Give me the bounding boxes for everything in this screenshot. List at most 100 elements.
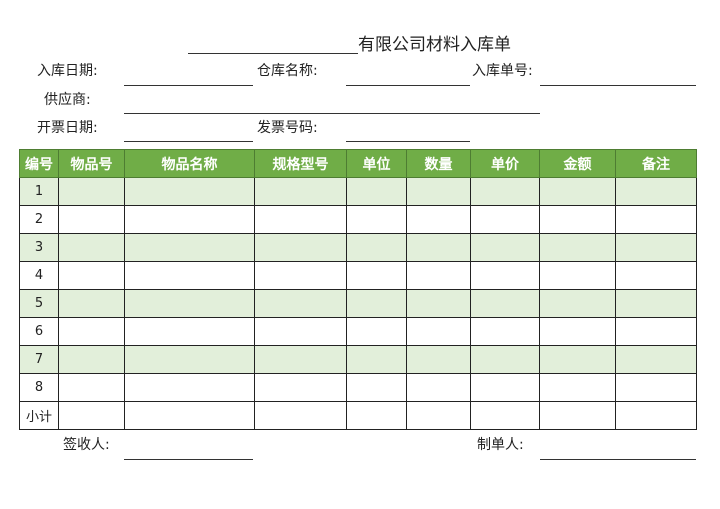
table-cell[interactable] — [406, 261, 471, 290]
entry-no-label: 入库单号: — [472, 63, 533, 79]
table-cell[interactable] — [254, 345, 347, 374]
entry-no-field[interactable] — [540, 85, 696, 86]
table-cell[interactable] — [615, 261, 697, 290]
row-number: 6 — [19, 317, 59, 346]
table-cell[interactable] — [406, 345, 471, 374]
table-cell[interactable] — [406, 233, 471, 262]
table-cell[interactable] — [615, 205, 697, 234]
table-cell[interactable] — [346, 289, 407, 318]
table-cell[interactable] — [539, 177, 616, 206]
column-header: 数量 — [406, 149, 471, 178]
row-number: 3 — [19, 233, 59, 262]
table-cell[interactable] — [470, 317, 540, 346]
entry-date-field[interactable] — [124, 85, 253, 86]
table-cell[interactable] — [124, 373, 255, 402]
table-row: 8 — [19, 373, 697, 402]
supplier-field[interactable] — [124, 113, 540, 114]
table-cell[interactable] — [254, 401, 347, 430]
table-cell[interactable] — [124, 401, 255, 430]
invoice-no-field[interactable] — [346, 141, 470, 142]
receiver-field[interactable] — [124, 459, 253, 460]
table-cell[interactable] — [406, 317, 471, 346]
column-header: 备注 — [615, 149, 697, 178]
table-cell[interactable] — [406, 289, 471, 318]
table-cell[interactable] — [346, 317, 407, 346]
table-cell[interactable] — [406, 373, 471, 402]
table-cell[interactable] — [539, 233, 616, 262]
warehouse-label: 仓库名称: — [257, 63, 318, 79]
table-cell[interactable] — [124, 289, 255, 318]
table-cell[interactable] — [346, 373, 407, 402]
table-cell[interactable] — [254, 233, 347, 262]
table-cell[interactable] — [124, 345, 255, 374]
table-row: 2 — [19, 205, 697, 234]
table-cell[interactable] — [470, 205, 540, 234]
table-cell[interactable] — [124, 317, 255, 346]
table-cell[interactable] — [539, 205, 616, 234]
row-number: 2 — [19, 205, 59, 234]
table-cell[interactable] — [124, 205, 255, 234]
table-cell[interactable] — [58, 289, 125, 318]
table-cell[interactable] — [539, 261, 616, 290]
table-cell[interactable] — [254, 289, 347, 318]
table-cell[interactable] — [124, 233, 255, 262]
table-cell[interactable] — [254, 373, 347, 402]
table-cell[interactable] — [58, 401, 125, 430]
company-name-line[interactable] — [188, 53, 358, 54]
table-cell[interactable] — [615, 373, 697, 402]
table-cell[interactable] — [346, 401, 407, 430]
supplier-label: 供应商: — [44, 92, 91, 108]
table-cell[interactable] — [254, 205, 347, 234]
table-cell[interactable] — [470, 373, 540, 402]
table-cell[interactable] — [346, 345, 407, 374]
table-cell[interactable] — [124, 177, 255, 206]
items-table: 编号 物品号 物品名称 规格型号 单位 数量 单价 金额 备注 1 2 3 4 5 6 7 8 小计 — [19, 149, 697, 430]
row-number: 8 — [19, 373, 59, 402]
table-row: 4 — [19, 261, 697, 290]
table-cell[interactable] — [254, 177, 347, 206]
row-number: 5 — [19, 289, 59, 318]
table-cell[interactable] — [615, 317, 697, 346]
table-cell[interactable] — [58, 261, 125, 290]
table-cell[interactable] — [539, 373, 616, 402]
table-cell[interactable] — [470, 345, 540, 374]
table-cell[interactable] — [406, 205, 471, 234]
table-cell[interactable] — [406, 401, 471, 430]
table-cell[interactable] — [58, 345, 125, 374]
invoice-no-label: 发票号码: — [257, 120, 318, 136]
table-cell[interactable] — [346, 177, 407, 206]
table-cell[interactable] — [470, 177, 540, 206]
table-cell[interactable] — [346, 233, 407, 262]
table-cell[interactable] — [58, 233, 125, 262]
table-cell[interactable] — [615, 233, 697, 262]
table-cell[interactable] — [470, 261, 540, 290]
table-cell[interactable] — [346, 205, 407, 234]
warehouse-field[interactable] — [346, 85, 470, 86]
table-cell[interactable] — [615, 177, 697, 206]
table-cell[interactable] — [470, 401, 540, 430]
table-cell[interactable] — [539, 345, 616, 374]
table-cell[interactable] — [254, 317, 347, 346]
table-cell[interactable] — [539, 317, 616, 346]
table-cell[interactable] — [470, 289, 540, 318]
table-row: 3 — [19, 233, 697, 262]
column-header: 单位 — [346, 149, 407, 178]
table-cell[interactable] — [58, 177, 125, 206]
table-cell[interactable] — [470, 233, 540, 262]
table-cell[interactable] — [539, 401, 616, 430]
row-number: 4 — [19, 261, 59, 290]
table-cell[interactable] — [615, 289, 697, 318]
table-cell[interactable] — [124, 261, 255, 290]
maker-field[interactable] — [540, 459, 696, 460]
table-cell[interactable] — [254, 261, 347, 290]
table-cell[interactable] — [615, 345, 697, 374]
table-cell[interactable] — [58, 373, 125, 402]
table-cell[interactable] — [615, 401, 697, 430]
table-cell[interactable] — [406, 177, 471, 206]
table-cell[interactable] — [58, 205, 125, 234]
table-cell[interactable] — [58, 317, 125, 346]
table-cell[interactable] — [539, 289, 616, 318]
invoice-date-field[interactable] — [124, 141, 253, 142]
table-cell[interactable] — [346, 261, 407, 290]
